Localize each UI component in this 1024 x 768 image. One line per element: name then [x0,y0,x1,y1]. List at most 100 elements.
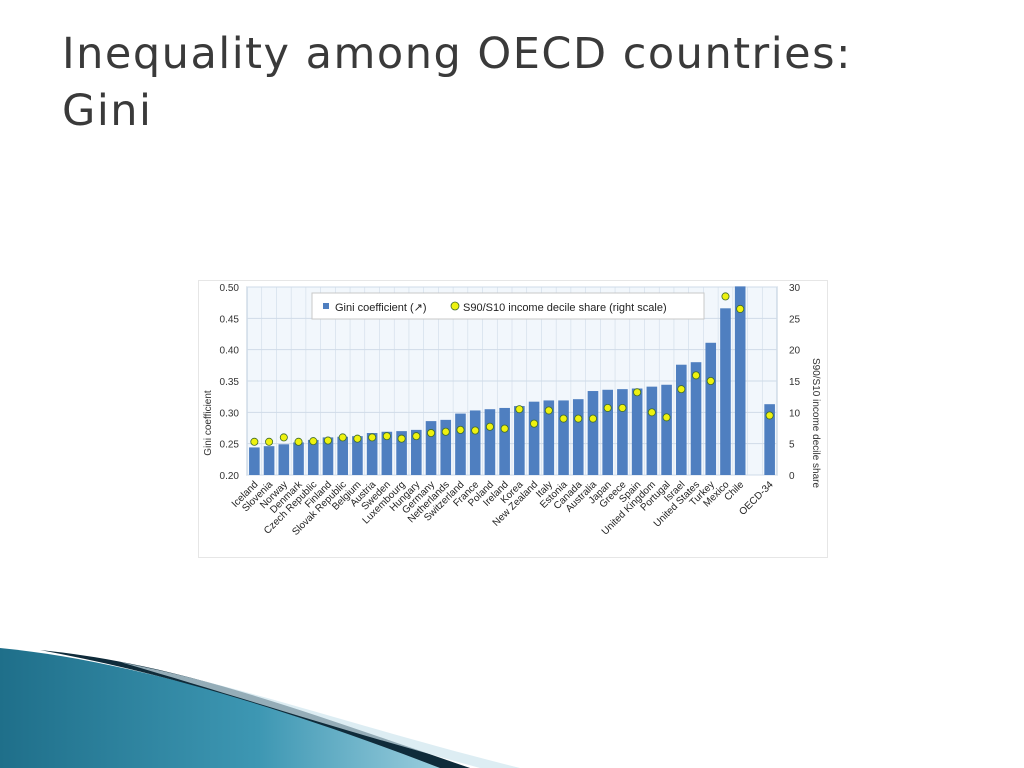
s90s10-marker [279,433,288,442]
left-axis-title: Gini coefficient [203,390,214,456]
s90s10-marker [603,403,612,412]
s90s10-marker [353,434,362,443]
s90s10-marker [559,414,568,423]
gini-bar [720,308,731,475]
gini-bar [411,429,422,475]
s90s10-marker [471,426,480,435]
gini-bar [263,446,275,475]
s90s10-marker [662,413,671,422]
swoosh-dark [40,650,470,768]
gini-bar [528,401,540,475]
s90s10-marker [500,424,509,433]
slide-title-line2: Gini [62,86,153,136]
left-tick-label: 0.35 [220,377,240,388]
s90s10-marker [441,427,450,436]
gini-bar [572,399,584,475]
gini-bar [661,384,672,475]
gini-bar [558,400,569,475]
gini-bar [543,400,555,475]
slide-title-line1: Inequality among OECD countries: [62,29,853,79]
s90s10-marker [294,437,303,446]
s90s10-marker [706,377,715,386]
s90s10-marker [736,304,745,313]
right-tick-label: 10 [789,408,801,419]
s90s10-marker [265,437,274,446]
s90s10-marker [633,388,642,397]
gini-bar [602,389,613,475]
gini-bar [381,431,393,475]
s90s10-marker [721,292,730,301]
right-tick-label: 0 [789,471,795,482]
gini-bar [366,433,378,475]
gini-bar [484,409,496,475]
right-tick-label: 30 [789,283,801,294]
gini-bar [646,386,658,475]
s90s10-marker [338,433,347,442]
left-tick-label: 0.45 [220,314,240,325]
s90s10-marker [765,411,774,420]
gini-bar [455,413,466,475]
left-tick-label: 0.25 [220,440,240,451]
slide-title: Inequality among OECD countries: Gini [62,26,982,140]
legend-label-gini: Gini coefficient (↗) [335,302,427,314]
gini-bar [278,444,290,475]
s90s10-marker [544,406,553,415]
s90s10-marker [456,425,465,434]
swoosh-light [120,662,520,768]
right-axis: 0 5 10 15 20 25 30 [789,283,801,482]
right-tick-label: 5 [789,440,795,451]
s90s10-marker [618,403,627,412]
s90s10-marker [588,414,597,423]
legend-marker-swatch [450,301,460,311]
s90s10-marker [692,371,701,380]
left-tick-label: 0.30 [220,408,240,419]
gini-bar [425,421,437,475]
s90s10-marker [485,422,494,431]
gini-bar [734,286,746,475]
gini-bar [352,436,363,475]
gini-bar [322,437,334,475]
gini-chart: 0.20 0.25 0.30 0.35 0.40 0.45 0.50 0 5 10 15 20 25 3… [203,283,821,538]
gini-bar [676,364,687,475]
s90s10-marker [382,432,391,441]
left-tick-label: 0.40 [220,346,240,357]
s90s10-marker [647,408,656,417]
right-tick-label: 25 [789,314,801,325]
right-tick-label: 15 [789,377,801,388]
gini-bar [440,419,452,475]
left-axis: 0.20 0.25 0.30 0.35 0.40 0.45 0.50 [220,283,240,482]
gini-bar [690,362,702,475]
gini-bar [499,407,510,475]
right-axis-title: S90/S10 income decile share [810,358,821,489]
s90s10-marker [412,432,421,441]
left-tick-label: 0.50 [220,283,240,294]
s90s10-marker [368,433,377,442]
s90s10-marker [530,419,539,428]
marker-series [250,292,774,446]
decorative-swoosh [0,648,520,768]
s90s10-marker [323,436,332,445]
gini-bar [587,391,599,475]
s90s10-marker [250,437,259,446]
gini-bar [764,404,775,475]
legend-bar-swatch [323,303,329,309]
s90s10-marker [574,414,583,423]
gini-bar [705,342,717,475]
gini-bar [293,442,304,475]
gini-bar [514,406,525,475]
s90s10-marker [397,434,406,443]
gini-bar [249,447,260,475]
legend-label-s90s10: S90/S10 income decile share (right scale… [463,302,667,314]
s90s10-marker [427,429,436,438]
swoosh-teal [0,648,470,768]
chart-frame: 0.20 0.25 0.30 0.35 0.40 0.45 0.50 0 5 10 15 20 25 3… [198,280,828,558]
gini-bar [469,410,481,475]
right-tick-label: 20 [789,346,801,357]
s90s10-marker [515,405,524,414]
chart-legend: Gini coefficient (↗) S90/S10 income deci… [311,292,705,320]
gini-bar [396,431,407,475]
gini-bar [337,436,348,475]
s90s10-marker [677,385,686,394]
gini-bar [307,439,319,475]
